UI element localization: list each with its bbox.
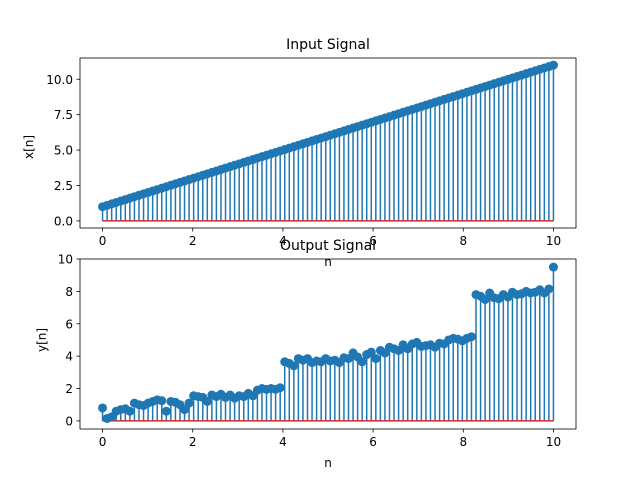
output-signal-markers <box>98 262 558 423</box>
stem-marker <box>275 383 285 393</box>
x-tick-label: 4 <box>279 435 287 449</box>
stem-marker <box>289 361 299 371</box>
x-tick-label: 10 <box>546 234 561 248</box>
x-tick-label: 0 <box>99 234 107 248</box>
input-signal-ylabel: x[n] <box>22 135 36 159</box>
stem-marker <box>157 396 167 406</box>
x-tick-label: 6 <box>369 435 377 449</box>
stem-marker <box>202 396 212 406</box>
stem-marker <box>180 405 190 415</box>
input-signal-axes: Input Signal x[n] n 0 2 4 6 8 10 0.0 2.5 5.0 7.5… <box>22 37 577 269</box>
y-tick-label: 0 <box>65 414 73 428</box>
output-signal-stems <box>101 267 555 421</box>
input-signal-xticks: 0 2 4 6 8 10 <box>99 228 561 248</box>
x-tick-label: 6 <box>369 234 377 248</box>
input-signal-markers <box>98 60 558 212</box>
y-tick-label: 10 <box>58 253 73 267</box>
output-signal-xlabel: n <box>324 456 332 470</box>
x-tick-label: 2 <box>189 435 197 449</box>
stem-marker <box>544 284 554 294</box>
x-tick-label: 0 <box>99 435 107 449</box>
stem-marker <box>548 262 558 272</box>
y-tick-label: 5.0 <box>54 144 73 158</box>
x-tick-label: 10 <box>546 435 561 449</box>
output-signal-axes: Output Signal y[n] n 0 2 4 6 8 10 0 2 4 6 8 10 <box>35 238 577 470</box>
y-tick-label: 7.5 <box>54 108 73 122</box>
input-signal-frame <box>79 57 577 229</box>
y-tick-label: 4 <box>65 350 73 364</box>
stem-marker <box>184 398 194 408</box>
output-signal-yticks: 0 2 4 6 8 10 <box>58 253 80 428</box>
output-signal-ylabel: y[n] <box>35 328 49 352</box>
input-signal-xlabel: n <box>324 255 332 269</box>
y-tick-label: 2 <box>65 382 73 396</box>
stem-marker <box>371 354 381 364</box>
stem-marker <box>125 406 135 416</box>
stem-marker <box>480 294 490 304</box>
stem-marker <box>357 357 367 367</box>
x-tick-label: 2 <box>189 234 197 248</box>
x-tick-label: 4 <box>279 234 287 248</box>
stem-marker <box>98 403 108 413</box>
y-tick-label: 6 <box>65 317 73 331</box>
input-signal-yticks: 0.0 2.5 5.0 7.5 10.0 <box>46 73 80 228</box>
x-tick-label: 8 <box>459 234 467 248</box>
output-signal-title: Output Signal <box>280 238 376 254</box>
y-tick-label: 8 <box>65 285 73 299</box>
output-signal-frame <box>79 258 577 430</box>
y-tick-label: 0.0 <box>54 214 73 228</box>
stem-marker <box>466 332 476 342</box>
x-tick-label: 8 <box>459 435 467 449</box>
stem-marker <box>366 347 376 357</box>
input-signal-title: Input Signal <box>286 37 370 53</box>
output-signal-xticks: 0 2 4 6 8 10 <box>99 429 561 449</box>
y-tick-label: 2.5 <box>54 179 73 193</box>
y-tick-label: 10.0 <box>46 73 73 87</box>
input-signal-stems <box>101 65 555 221</box>
stem-marker <box>548 60 558 70</box>
stem-marker <box>161 406 171 416</box>
